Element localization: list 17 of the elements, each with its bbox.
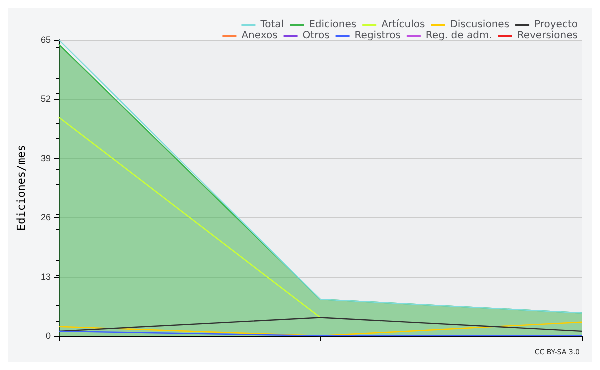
legend-label: Total [260, 20, 284, 30]
y-axis-title: Ediciones/mes [15, 144, 28, 232]
legend-label: Reg. de adm. [426, 30, 492, 42]
legend-label: Proyecto [534, 20, 578, 30]
legend-label: Anexos [242, 30, 278, 42]
y-tick-label: 65 [40, 35, 51, 45]
legend-label: Ediciones [309, 20, 357, 30]
y-tick-label: 26 [40, 212, 51, 223]
y-tick-label: 13 [40, 272, 51, 282]
legend-label: Otros [302, 30, 330, 42]
y-tick-label: 0 [46, 331, 51, 341]
legend-label: Registros [354, 30, 401, 42]
y-tick-label: 39 [40, 153, 51, 164]
y-tick-label: 52 [40, 94, 51, 104]
legend-label: Artículos [382, 20, 426, 30]
legend-label: Reversiones [517, 30, 578, 42]
legend-label: Discusiones [450, 20, 510, 30]
